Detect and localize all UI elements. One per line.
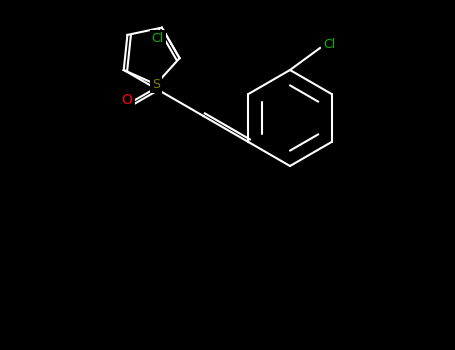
Text: S: S xyxy=(152,78,160,91)
Text: Cl: Cl xyxy=(152,32,164,45)
Text: O: O xyxy=(121,93,132,107)
Text: Cl: Cl xyxy=(323,38,335,51)
